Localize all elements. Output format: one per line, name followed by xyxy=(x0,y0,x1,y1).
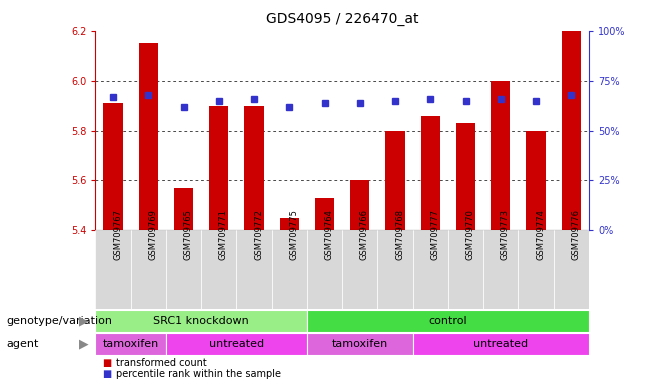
Bar xyxy=(95,230,131,309)
Text: GSM709772: GSM709772 xyxy=(254,209,263,260)
Bar xyxy=(201,230,236,309)
Text: GSM709767: GSM709767 xyxy=(113,209,122,260)
Bar xyxy=(456,123,475,230)
Bar xyxy=(307,310,589,332)
Bar xyxy=(561,31,581,230)
Text: tamoxifen: tamoxifen xyxy=(332,339,388,349)
Bar xyxy=(272,230,307,309)
Text: SRC1 knockdown: SRC1 knockdown xyxy=(153,316,249,326)
Bar xyxy=(526,131,545,230)
Bar xyxy=(103,103,123,230)
Bar xyxy=(307,230,342,309)
Text: GSM709770: GSM709770 xyxy=(465,209,474,260)
Text: genotype/variation: genotype/variation xyxy=(7,316,113,326)
Bar xyxy=(378,230,413,309)
Bar xyxy=(483,230,519,309)
Text: ▶: ▶ xyxy=(79,338,89,351)
Bar xyxy=(491,81,511,230)
Bar xyxy=(315,198,334,230)
Text: percentile rank within the sample: percentile rank within the sample xyxy=(116,369,282,379)
Text: GSM709777: GSM709777 xyxy=(430,209,440,260)
Bar xyxy=(95,310,307,332)
Text: control: control xyxy=(428,316,467,326)
Bar xyxy=(413,230,448,309)
Bar xyxy=(342,230,378,309)
Text: agent: agent xyxy=(7,339,39,349)
Bar xyxy=(553,230,589,309)
Bar xyxy=(209,106,228,230)
Text: ■: ■ xyxy=(102,358,111,368)
Text: GSM709766: GSM709766 xyxy=(360,209,368,260)
Text: GDS4095 / 226470_at: GDS4095 / 226470_at xyxy=(266,12,418,25)
Text: GSM709775: GSM709775 xyxy=(290,209,298,260)
Bar xyxy=(95,333,166,355)
Bar xyxy=(131,230,166,309)
Text: ■: ■ xyxy=(102,369,111,379)
Text: GSM709764: GSM709764 xyxy=(324,209,334,260)
Bar xyxy=(307,333,413,355)
Bar xyxy=(244,106,264,230)
Bar xyxy=(519,230,553,309)
Bar xyxy=(166,230,201,309)
Text: GSM709771: GSM709771 xyxy=(218,209,228,260)
Text: GSM709768: GSM709768 xyxy=(395,209,404,260)
Bar xyxy=(166,333,307,355)
Text: GSM709776: GSM709776 xyxy=(571,209,580,260)
Bar xyxy=(280,218,299,230)
Bar xyxy=(174,188,193,230)
Bar xyxy=(448,230,483,309)
Bar xyxy=(350,180,370,230)
Bar xyxy=(413,333,589,355)
Text: untreated: untreated xyxy=(473,339,528,349)
Bar xyxy=(386,131,405,230)
Text: GSM709765: GSM709765 xyxy=(184,209,193,260)
Text: GSM709774: GSM709774 xyxy=(536,209,545,260)
Text: tamoxifen: tamoxifen xyxy=(103,339,159,349)
Text: GSM709773: GSM709773 xyxy=(501,209,510,260)
Text: untreated: untreated xyxy=(209,339,264,349)
Text: transformed count: transformed count xyxy=(116,358,207,368)
Bar xyxy=(236,230,272,309)
Bar xyxy=(420,116,440,230)
Bar xyxy=(139,43,158,230)
Text: GSM709769: GSM709769 xyxy=(148,209,157,260)
Text: ▶: ▶ xyxy=(79,314,89,328)
